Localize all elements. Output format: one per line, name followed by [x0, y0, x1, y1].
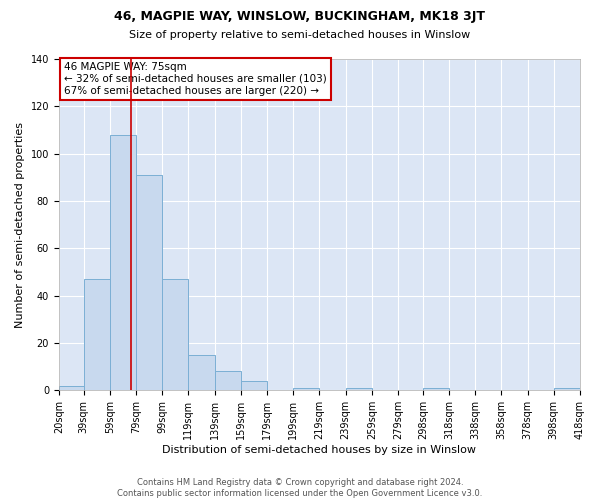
Text: Contains HM Land Registry data © Crown copyright and database right 2024.
Contai: Contains HM Land Registry data © Crown c… — [118, 478, 482, 498]
Bar — [110, 134, 136, 390]
Bar — [346, 388, 372, 390]
Text: 46 MAGPIE WAY: 75sqm
← 32% of semi-detached houses are smaller (103)
67% of semi: 46 MAGPIE WAY: 75sqm ← 32% of semi-detac… — [64, 62, 327, 96]
Bar — [136, 175, 162, 390]
Bar — [59, 386, 83, 390]
Bar — [188, 355, 215, 390]
Text: 46, MAGPIE WAY, WINSLOW, BUCKINGHAM, MK18 3JT: 46, MAGPIE WAY, WINSLOW, BUCKINGHAM, MK1… — [115, 10, 485, 23]
Bar — [423, 388, 449, 390]
Text: Size of property relative to semi-detached houses in Winslow: Size of property relative to semi-detach… — [130, 30, 470, 40]
Bar — [241, 381, 267, 390]
Bar — [162, 279, 188, 390]
Y-axis label: Number of semi-detached properties: Number of semi-detached properties — [15, 122, 25, 328]
Bar — [215, 372, 241, 390]
X-axis label: Distribution of semi-detached houses by size in Winslow: Distribution of semi-detached houses by … — [163, 445, 476, 455]
Bar — [83, 279, 110, 390]
Bar — [293, 388, 319, 390]
Bar — [554, 388, 580, 390]
